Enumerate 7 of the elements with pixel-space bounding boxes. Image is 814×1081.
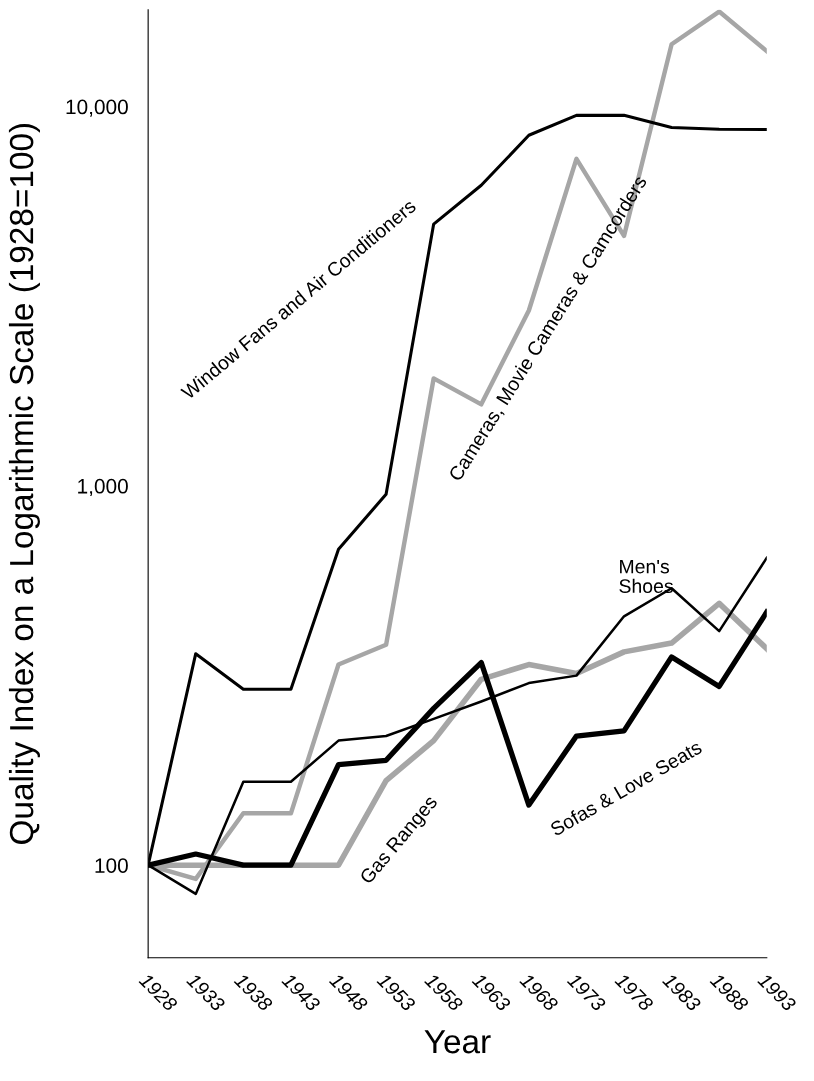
y-tick-label: 1,000	[78, 478, 128, 497]
x-axis-title: Year	[424, 1030, 491, 1054]
y-tick-label: 10,000	[66, 99, 128, 117]
series-label: Men's Shoes	[619, 559, 673, 594]
text: Sofas & Love Seats	[549, 739, 703, 837]
y-tick-label: 100	[95, 858, 128, 873]
y-axis-title: Quality Index on a Logarithmic Scale (1928=100)	[8, 124, 40, 844]
